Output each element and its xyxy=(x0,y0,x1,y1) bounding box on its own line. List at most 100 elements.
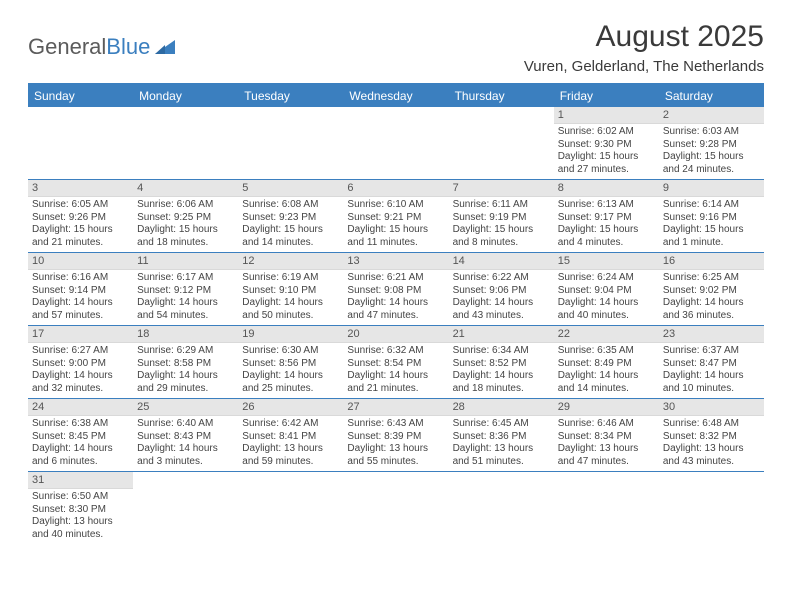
detail-line: and 55 minutes. xyxy=(347,456,444,469)
detail-line: and 10 minutes. xyxy=(663,383,760,396)
day-cell: 8Sunrise: 6:13 AMSunset: 9:17 PMDaylight… xyxy=(554,180,659,252)
detail-line: Sunset: 9:16 PM xyxy=(663,212,760,225)
day-number: 3 xyxy=(28,180,133,197)
day-cell: 4Sunrise: 6:06 AMSunset: 9:25 PMDaylight… xyxy=(133,180,238,252)
day-cell: 17Sunrise: 6:27 AMSunset: 9:00 PMDayligh… xyxy=(28,326,133,398)
day-number: 28 xyxy=(449,399,554,416)
detail-line: and 40 minutes. xyxy=(32,529,129,542)
detail-line: Daylight: 14 hours xyxy=(453,370,550,383)
day-cell: 24Sunrise: 6:38 AMSunset: 8:45 PMDayligh… xyxy=(28,399,133,471)
detail-line: Sunset: 8:39 PM xyxy=(347,431,444,444)
day-cell: 30Sunrise: 6:48 AMSunset: 8:32 PMDayligh… xyxy=(659,399,764,471)
detail-line: and 51 minutes. xyxy=(453,456,550,469)
day-cell xyxy=(343,472,448,544)
day-number: 29 xyxy=(554,399,659,416)
day-number: 30 xyxy=(659,399,764,416)
detail-line: and 43 minutes. xyxy=(453,310,550,323)
day-cell: 7Sunrise: 6:11 AMSunset: 9:19 PMDaylight… xyxy=(449,180,554,252)
detail-line: Sunset: 9:25 PM xyxy=(137,212,234,225)
detail-line: Sunset: 8:34 PM xyxy=(558,431,655,444)
detail-line: Sunset: 8:45 PM xyxy=(32,431,129,444)
detail-line: Daylight: 13 hours xyxy=(663,443,760,456)
day-number: 26 xyxy=(238,399,343,416)
detail-line: and 3 minutes. xyxy=(137,456,234,469)
detail-line: Daylight: 13 hours xyxy=(453,443,550,456)
detail-line: Daylight: 14 hours xyxy=(32,370,129,383)
detail-line: and 36 minutes. xyxy=(663,310,760,323)
week-row: 1Sunrise: 6:02 AMSunset: 9:30 PMDaylight… xyxy=(28,107,764,180)
day-cell: 6Sunrise: 6:10 AMSunset: 9:21 PMDaylight… xyxy=(343,180,448,252)
day-cell: 18Sunrise: 6:29 AMSunset: 8:58 PMDayligh… xyxy=(133,326,238,398)
detail-line: and 40 minutes. xyxy=(558,310,655,323)
day-details: Sunrise: 6:27 AMSunset: 9:00 PMDaylight:… xyxy=(28,343,133,398)
day-cell: 25Sunrise: 6:40 AMSunset: 8:43 PMDayligh… xyxy=(133,399,238,471)
brand-word-2: Blue xyxy=(106,34,150,60)
detail-line: Sunset: 9:00 PM xyxy=(32,358,129,371)
day-cell: 23Sunrise: 6:37 AMSunset: 8:47 PMDayligh… xyxy=(659,326,764,398)
detail-line: Sunrise: 6:29 AM xyxy=(137,345,234,358)
day-number: 14 xyxy=(449,253,554,270)
week-row: 17Sunrise: 6:27 AMSunset: 9:00 PMDayligh… xyxy=(28,326,764,399)
detail-line: Sunrise: 6:37 AM xyxy=(663,345,760,358)
detail-line: Sunrise: 6:14 AM xyxy=(663,199,760,212)
day-number: 21 xyxy=(449,326,554,343)
sail-icon xyxy=(153,36,177,56)
detail-line: Sunrise: 6:32 AM xyxy=(347,345,444,358)
detail-line: Sunset: 9:02 PM xyxy=(663,285,760,298)
detail-line: and 25 minutes. xyxy=(242,383,339,396)
detail-line: Daylight: 15 hours xyxy=(558,151,655,164)
day-details: Sunrise: 6:13 AMSunset: 9:17 PMDaylight:… xyxy=(554,197,659,252)
page-title: August 2025 xyxy=(524,20,764,54)
day-details: Sunrise: 6:21 AMSunset: 9:08 PMDaylight:… xyxy=(343,270,448,325)
detail-line: Sunset: 8:56 PM xyxy=(242,358,339,371)
detail-line: Daylight: 15 hours xyxy=(453,224,550,237)
day-details: Sunrise: 6:19 AMSunset: 9:10 PMDaylight:… xyxy=(238,270,343,325)
detail-line: Daylight: 14 hours xyxy=(137,297,234,310)
detail-line: Sunrise: 6:24 AM xyxy=(558,272,655,285)
day-cell: 31Sunrise: 6:50 AMSunset: 8:30 PMDayligh… xyxy=(28,472,133,544)
day-cell: 29Sunrise: 6:46 AMSunset: 8:34 PMDayligh… xyxy=(554,399,659,471)
day-details: Sunrise: 6:29 AMSunset: 8:58 PMDaylight:… xyxy=(133,343,238,398)
detail-line: Daylight: 13 hours xyxy=(32,516,129,529)
day-number: 12 xyxy=(238,253,343,270)
detail-line: Daylight: 14 hours xyxy=(347,370,444,383)
detail-line: Sunset: 9:10 PM xyxy=(242,285,339,298)
detail-line: Sunset: 9:26 PM xyxy=(32,212,129,225)
day-number: 5 xyxy=(238,180,343,197)
day-number: 10 xyxy=(28,253,133,270)
detail-line: Sunset: 9:30 PM xyxy=(558,139,655,152)
detail-line: Daylight: 15 hours xyxy=(663,151,760,164)
day-header-cell: Sunday xyxy=(28,85,133,107)
day-details: Sunrise: 6:34 AMSunset: 8:52 PMDaylight:… xyxy=(449,343,554,398)
detail-line: Daylight: 14 hours xyxy=(558,297,655,310)
day-header-cell: Wednesday xyxy=(343,85,448,107)
detail-line: and 18 minutes. xyxy=(137,237,234,250)
detail-line: and 50 minutes. xyxy=(242,310,339,323)
day-cell: 27Sunrise: 6:43 AMSunset: 8:39 PMDayligh… xyxy=(343,399,448,471)
detail-line: and 21 minutes. xyxy=(32,237,129,250)
day-cell: 10Sunrise: 6:16 AMSunset: 9:14 PMDayligh… xyxy=(28,253,133,325)
detail-line: Sunset: 8:49 PM xyxy=(558,358,655,371)
detail-line: Daylight: 14 hours xyxy=(242,297,339,310)
detail-line: Daylight: 14 hours xyxy=(453,297,550,310)
day-details: Sunrise: 6:05 AMSunset: 9:26 PMDaylight:… xyxy=(28,197,133,252)
day-number: 8 xyxy=(554,180,659,197)
detail-line: and 14 minutes. xyxy=(558,383,655,396)
day-details: Sunrise: 6:46 AMSunset: 8:34 PMDaylight:… xyxy=(554,416,659,471)
day-cell: 1Sunrise: 6:02 AMSunset: 9:30 PMDaylight… xyxy=(554,107,659,179)
day-number: 25 xyxy=(133,399,238,416)
detail-line: Sunrise: 6:03 AM xyxy=(663,126,760,139)
detail-line: and 27 minutes. xyxy=(558,164,655,177)
brand-logo: GeneralBlue xyxy=(28,20,177,60)
day-cell: 9Sunrise: 6:14 AMSunset: 9:16 PMDaylight… xyxy=(659,180,764,252)
day-header-cell: Friday xyxy=(554,85,659,107)
detail-line: Sunrise: 6:35 AM xyxy=(558,345,655,358)
day-number: 27 xyxy=(343,399,448,416)
detail-line: Sunrise: 6:06 AM xyxy=(137,199,234,212)
day-details: Sunrise: 6:43 AMSunset: 8:39 PMDaylight:… xyxy=(343,416,448,471)
day-details: Sunrise: 6:10 AMSunset: 9:21 PMDaylight:… xyxy=(343,197,448,252)
day-cell xyxy=(659,472,764,544)
detail-line: and 47 minutes. xyxy=(347,310,444,323)
detail-line: Daylight: 15 hours xyxy=(32,224,129,237)
day-number: 23 xyxy=(659,326,764,343)
